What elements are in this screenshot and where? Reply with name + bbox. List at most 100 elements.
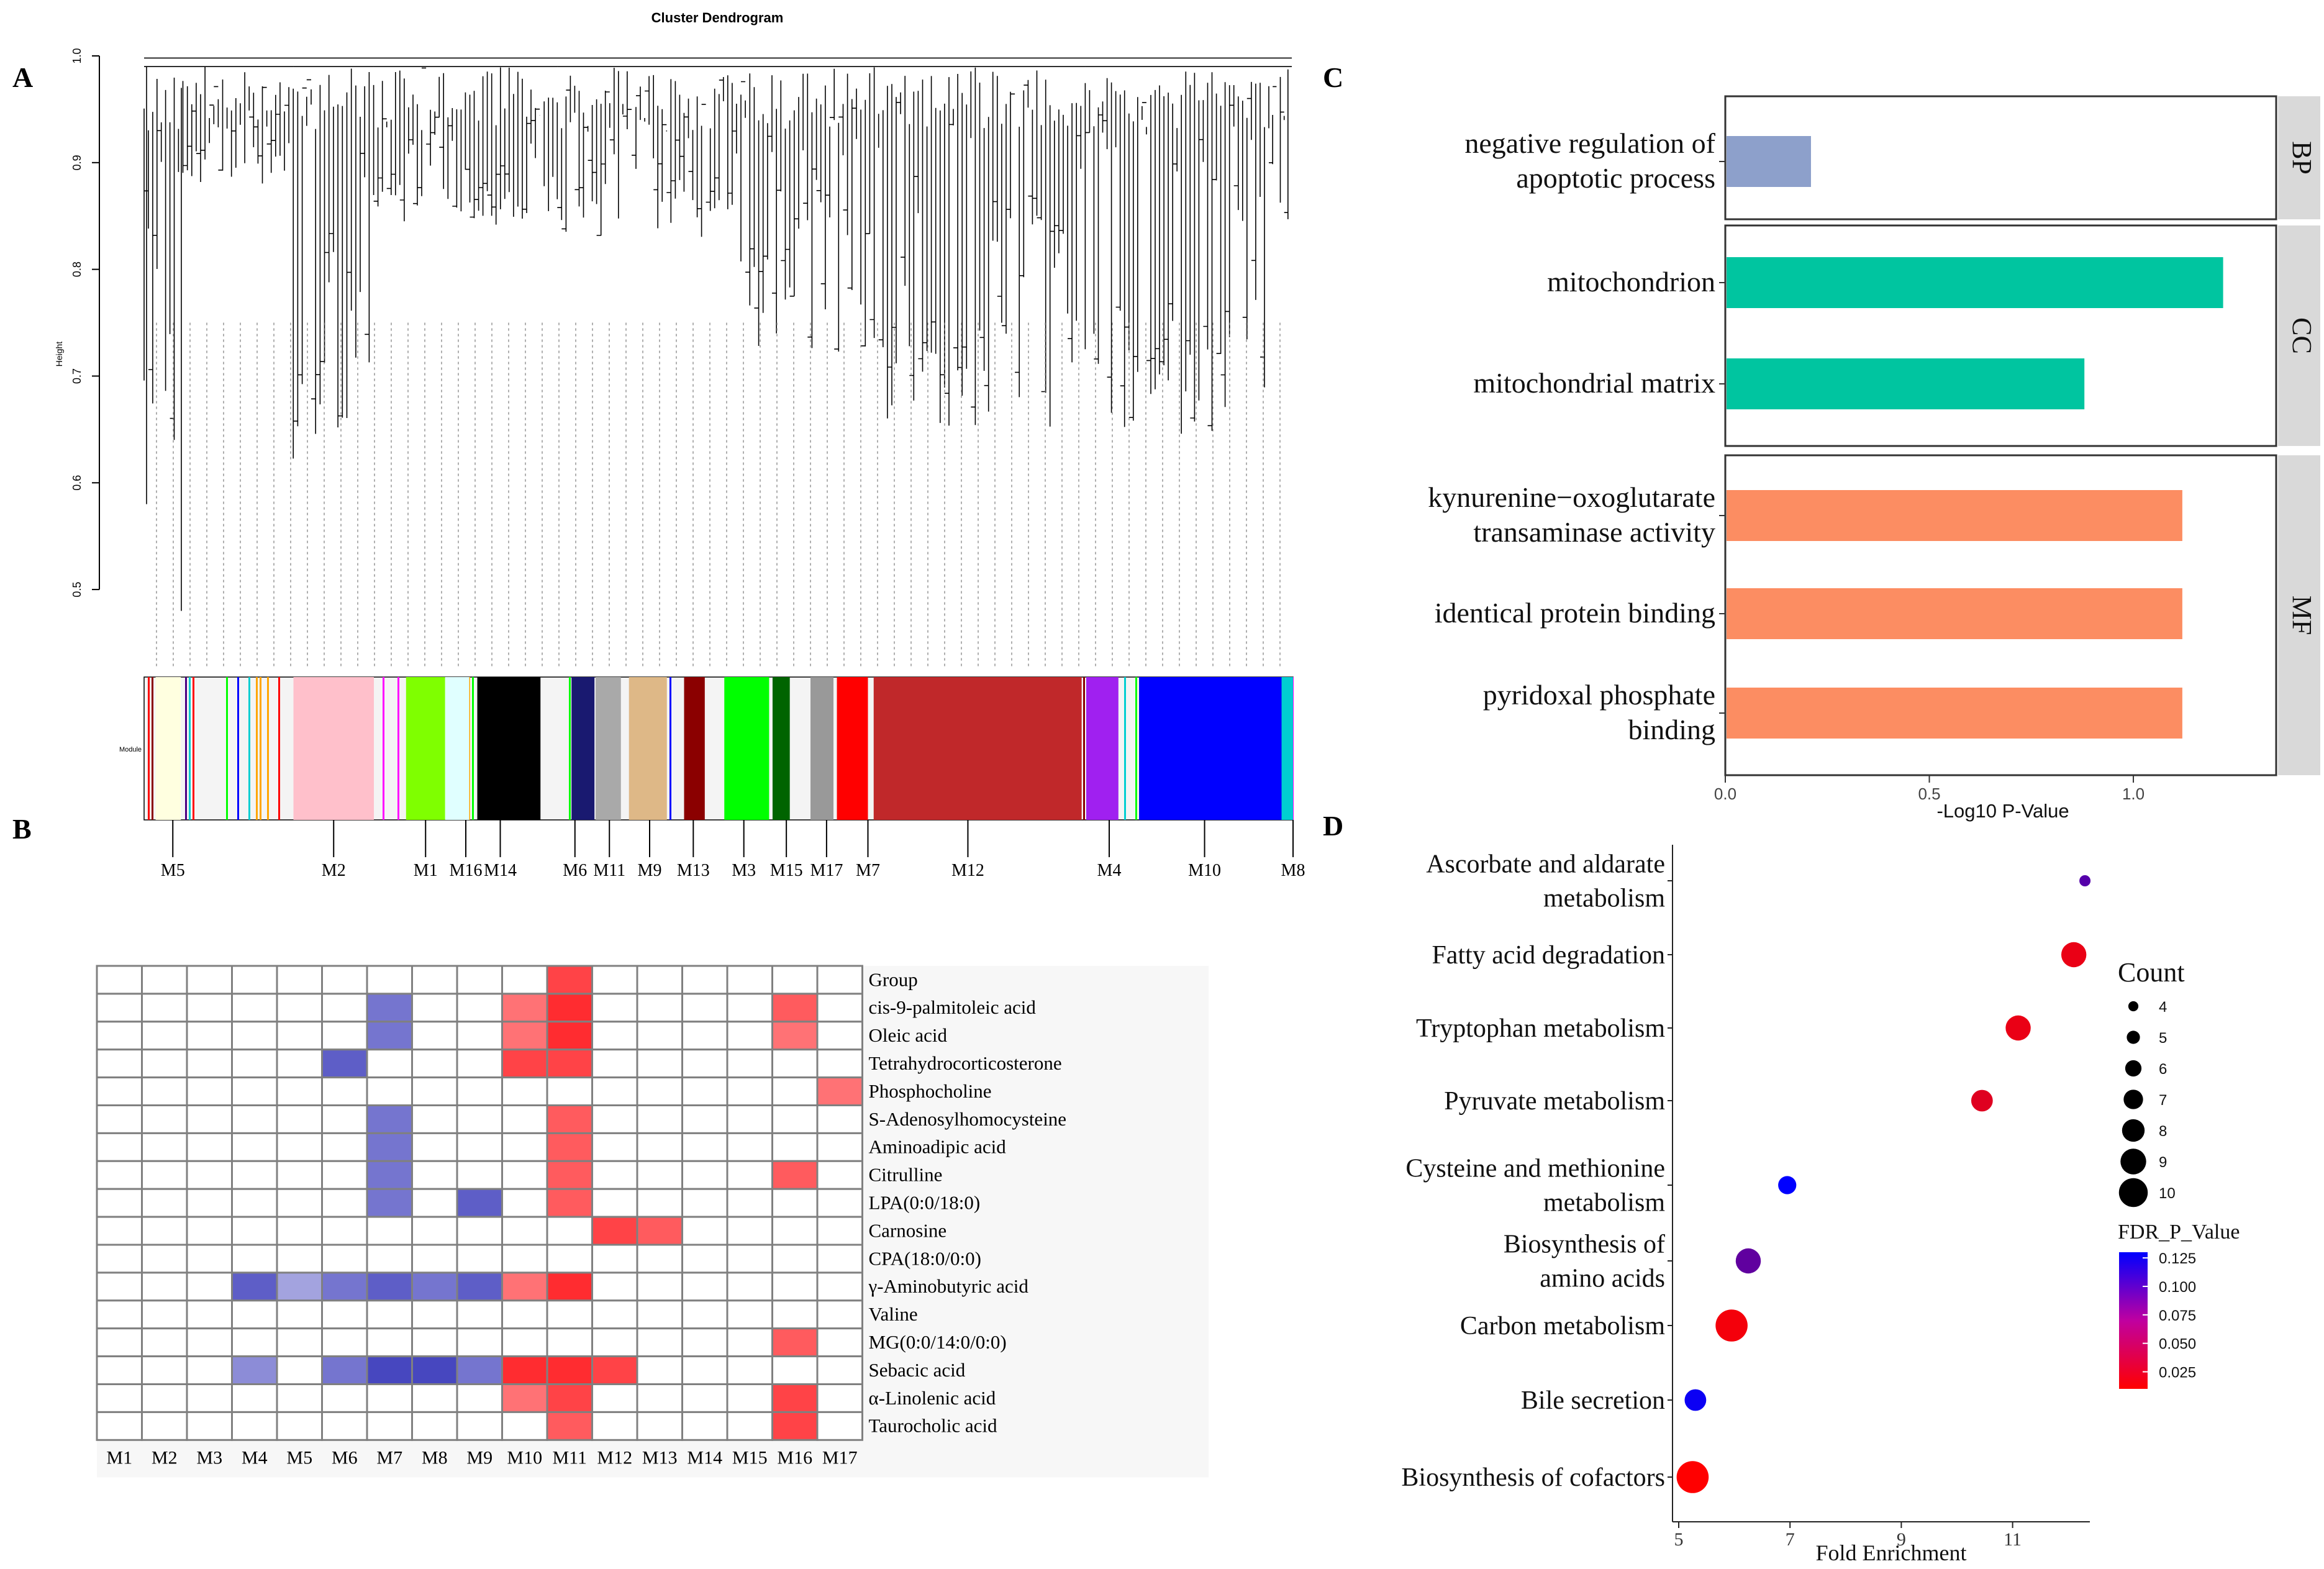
heatmap-cell	[816, 1188, 863, 1218]
heatmap-cell	[231, 1021, 278, 1051]
bar-x-axis-label: -Log10 P-Value	[1936, 800, 2069, 822]
heatmap-cell	[366, 965, 413, 995]
heatmap-cell	[96, 993, 143, 1023]
heatmap-cell	[726, 1411, 773, 1441]
dot-category-label: Biosynthesis of	[1504, 1230, 1665, 1259]
dendrogram-y-tick-label: 0.8	[71, 262, 83, 277]
module-stripe	[267, 677, 269, 820]
heatmap-cell	[726, 1327, 773, 1358]
dendrogram-title: Cluster Dendrogram	[651, 10, 784, 25]
heatmap-cell	[276, 1327, 323, 1358]
module-stripe	[260, 677, 261, 820]
heatmap-cell	[681, 1104, 729, 1134]
heatmap-row-label: MG(0:0/14:0/0:0)	[869, 1331, 1007, 1353]
dendrogram-y-tick-label: 0.6	[71, 475, 83, 491]
heatmap-cell	[591, 1216, 638, 1246]
heatmap-cell	[231, 1132, 278, 1162]
heatmap-cell	[816, 1383, 863, 1413]
heatmap-cell	[141, 1076, 188, 1106]
dot-category-label: Bile secretion	[1521, 1386, 1665, 1415]
module-block-m5	[155, 677, 181, 820]
dot-category-label: Tryptophan metabolism	[1416, 1014, 1665, 1043]
heatmap-cell	[816, 1076, 863, 1106]
heatmap-column-label: M15	[732, 1447, 768, 1468]
module-label-m17: M17	[810, 861, 843, 880]
heatmap-cell	[276, 1048, 323, 1079]
heatmap-cell	[231, 1076, 278, 1106]
heatmap-cell	[456, 1048, 503, 1079]
heatmap-cell	[501, 1327, 548, 1358]
heatmap-cell	[411, 993, 458, 1023]
heatmap-cell	[546, 1271, 593, 1302]
heatmap-cell	[231, 1244, 278, 1274]
heatmap-row-label: α-Linolenic acid	[869, 1387, 996, 1409]
heatmap-cell	[546, 1021, 593, 1051]
heatmap-cell	[141, 1244, 188, 1274]
facet-panel-bp	[1724, 95, 2277, 221]
heatmap-cell	[636, 1411, 683, 1441]
heatmap-cell	[816, 1411, 863, 1441]
heatmap-cell	[96, 1271, 143, 1302]
count-legend-dot	[2120, 1148, 2146, 1175]
heatmap-cell	[501, 1299, 548, 1330]
fdr-legend-label: 0.050	[2159, 1336, 2196, 1353]
bar-category-label: binding	[1628, 714, 1715, 745]
heatmap-cell	[96, 1021, 143, 1051]
heatmap-cell	[726, 1216, 773, 1246]
heatmap-cell	[321, 1160, 368, 1190]
heatmap-column-label: M8	[422, 1447, 448, 1468]
count-legend-label: 7	[2159, 1092, 2167, 1109]
heatmap-cell	[186, 1355, 233, 1386]
heatmap-cell	[276, 1216, 323, 1246]
heatmap-cell	[771, 1411, 819, 1441]
heatmap-cell	[96, 1411, 143, 1441]
heatmap-cell	[726, 1160, 773, 1190]
heatmap-column-label: M12	[597, 1447, 632, 1468]
heatmap-cell	[366, 1021, 413, 1051]
dot-point	[1715, 1309, 1748, 1342]
heatmap-row-label: cis-9-palmitoleic acid	[869, 996, 1037, 1018]
heatmap-cell	[816, 1327, 863, 1358]
dot-point	[2005, 1015, 2031, 1041]
heatmap-cell	[366, 1271, 413, 1302]
heatmap-cell	[231, 1188, 278, 1218]
heatmap-cell	[321, 1216, 368, 1246]
heatmap-cell	[456, 1355, 503, 1386]
count-legend-label: 9	[2159, 1154, 2167, 1171]
heatmap-cell	[636, 1048, 683, 1079]
heatmap-cell	[771, 1132, 819, 1162]
dot-point	[2079, 875, 2091, 886]
heatmap-cell	[141, 1383, 188, 1413]
module-block-m8	[1281, 677, 1293, 820]
heatmap-cell	[771, 1383, 819, 1413]
bar-bp-0	[1727, 136, 1811, 187]
heatmap-cell	[186, 1411, 233, 1441]
heatmap-cell	[636, 1188, 683, 1218]
module-label-m13: M13	[677, 861, 710, 880]
module-block-m16	[445, 677, 470, 820]
dot-point	[1735, 1248, 1761, 1274]
heatmap-cell	[96, 1216, 143, 1246]
heatmap-cell	[456, 1076, 503, 1106]
heatmap-column-label: M17	[822, 1447, 858, 1468]
heatmap-cell	[681, 1188, 729, 1218]
module-stripe	[670, 677, 671, 820]
heatmap-cell	[456, 1327, 503, 1358]
heatmap-cell	[456, 1132, 503, 1162]
heatmap-cell	[636, 1104, 683, 1134]
heatmap-cell	[186, 993, 233, 1023]
module-label-m14: M14	[484, 861, 517, 880]
heatmap-cell	[456, 1021, 503, 1051]
facet-strip-bp	[2278, 96, 2320, 219]
heatmap-cell	[501, 1383, 548, 1413]
heatmap-cell	[681, 1327, 729, 1358]
heatmap-cell	[186, 1244, 233, 1274]
heatmap-cell	[591, 1299, 638, 1330]
module-block-m17	[810, 677, 833, 820]
dot-category-label: Pyruvate metabolism	[1444, 1087, 1665, 1116]
heatmap-cell	[231, 1299, 278, 1330]
heatmap-cell	[186, 1048, 233, 1079]
count-legend-label: 6	[2159, 1061, 2167, 1078]
heatmap-cell	[411, 1299, 458, 1330]
panel-label-b: B	[12, 813, 32, 845]
